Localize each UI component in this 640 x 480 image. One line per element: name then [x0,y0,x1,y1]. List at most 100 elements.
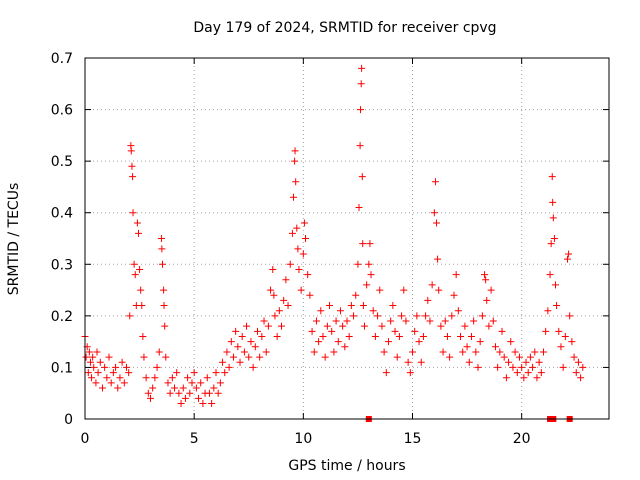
data-point [93,348,101,356]
data-point [457,332,465,340]
data-point [422,312,430,320]
data-point [435,286,443,294]
data-point [98,384,106,392]
data-point [155,348,163,356]
data-point [292,178,300,186]
data-point [332,317,340,325]
data-point [90,363,98,371]
data-point [465,358,473,366]
data-point [181,394,189,402]
data-point [448,312,456,320]
data-point [553,302,561,310]
data-point [291,147,299,155]
data-point [391,327,399,335]
data-point [357,80,365,88]
data-point [294,245,302,253]
data-point [428,281,436,289]
data-point [366,240,374,248]
data-point [96,358,104,366]
data-point [304,271,312,279]
data-point [380,348,388,356]
data-point [171,384,179,392]
data-point [478,312,486,320]
data-point [474,363,482,371]
data-point [430,209,438,217]
data-point [173,369,181,377]
data-point [579,363,587,371]
data-point [494,363,502,371]
data-point [424,296,432,304]
data-point [210,384,218,392]
data-point [339,322,347,330]
data-point [513,369,521,377]
data-point [557,343,565,351]
data-point [177,400,185,408]
data-point [86,358,94,366]
data-point [476,338,484,346]
data-point [389,302,397,310]
data-point [355,204,363,212]
data-point [105,353,113,361]
data-point [491,343,499,351]
data-point [258,332,266,340]
data-point [190,369,198,377]
data-point [267,286,275,294]
data-point [369,307,377,315]
data-point [232,327,240,335]
data-point [472,348,480,356]
data-point [297,286,305,294]
data-point [356,142,364,150]
data-point [144,389,152,397]
data-points [81,64,587,408]
data-point [359,240,367,248]
data-point [360,322,368,330]
data-point [411,327,419,335]
data-point [147,394,154,402]
data-point [109,369,117,377]
x-tick-label: 15 [404,431,422,447]
data-point [365,260,373,268]
data-point [161,322,169,330]
data-point [352,291,360,299]
data-point [400,286,408,294]
plot-area-border [84,57,610,420]
data-point [505,358,513,366]
data-point [378,322,386,330]
data-point [251,343,259,351]
data-point [236,358,244,366]
data-point [550,235,558,242]
data-point [419,332,427,340]
data-point [291,157,299,165]
data-point [315,338,323,346]
data-point [459,348,467,356]
data-point [334,338,342,346]
data-point [549,214,557,222]
data-point [160,302,168,310]
data-point [247,338,255,346]
data-point [125,369,133,377]
data-point [284,302,292,310]
data-point [151,374,159,382]
data-point [192,384,200,392]
data-point [531,348,539,356]
data-point [219,358,227,366]
data-point [347,302,355,310]
data-point [336,307,344,315]
data-point [112,363,120,371]
y-tick-label: 0.5 [51,154,73,170]
data-point [555,327,563,335]
data-point [300,219,308,227]
data-point [463,343,471,351]
data-point [417,358,425,366]
y-tick-label: 0.4 [51,206,73,222]
data-point [164,379,172,387]
data-point [92,379,100,387]
data-point [509,363,517,371]
data-point [452,271,460,279]
data-point [129,209,137,217]
x-tick-label: 5 [190,431,199,447]
data-point [85,348,93,356]
data-point [133,219,141,227]
data-point [101,363,109,371]
y-tick-label: 0.7 [51,51,73,67]
